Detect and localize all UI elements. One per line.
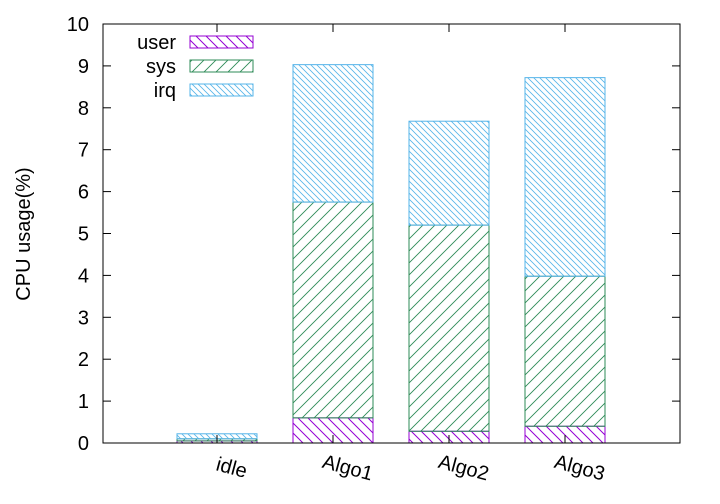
- x-category-label: idle: [214, 454, 250, 483]
- y-axis-title: CPU usage(%): [13, 167, 35, 300]
- plot-frame: [102, 23, 681, 444]
- y-tick-label: 5: [78, 224, 89, 246]
- y-tick-label: 0: [78, 433, 89, 455]
- y-tick-label: 8: [78, 98, 89, 120]
- x-category-label: Algo3: [552, 451, 607, 485]
- y-tick-label: 9: [78, 56, 89, 78]
- legend-swatch-sys: [189, 59, 254, 73]
- legend-label-irq: irq: [154, 80, 176, 102]
- y-tick-label: 2: [78, 349, 89, 371]
- bar-segment-sys-algo3: [524, 275, 606, 427]
- bar-segment-irq-algo3: [524, 77, 606, 277]
- x-category-label: Algo1: [320, 451, 375, 485]
- y-tick-label: 6: [78, 182, 89, 204]
- bar-segment-irq-algo2: [408, 120, 490, 226]
- y-axis-ticks: 0 1 2 3 4 5 6 7 8 9 10: [67, 14, 680, 455]
- legend-swatch-irq: [189, 83, 254, 97]
- legend-label-user: user: [137, 32, 176, 54]
- bar-segment-irq-algo1: [292, 64, 374, 203]
- bars: [176, 24, 606, 444]
- bar-segment-sys-algo1: [292, 201, 374, 419]
- y-tick-label: 7: [78, 140, 89, 162]
- x-axis-labels: idle Algo1 Algo2 Algo3: [214, 451, 607, 485]
- y-tick-label: 4: [78, 265, 89, 287]
- legend-label-sys: sys: [146, 56, 176, 78]
- y-tick-label: 3: [78, 307, 89, 329]
- bar-segment-sys-algo2: [408, 224, 490, 432]
- x-category-label: Algo2: [436, 451, 491, 485]
- legend-swatch-user: [189, 35, 254, 49]
- y-tick-label: 1: [78, 391, 89, 413]
- y-tick-label: 10: [67, 14, 89, 36]
